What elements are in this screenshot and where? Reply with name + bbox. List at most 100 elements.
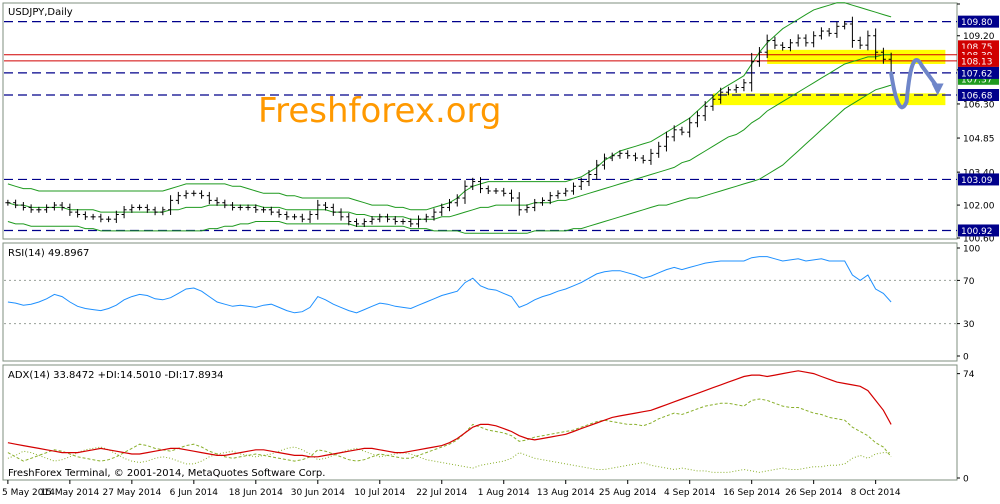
level-tag-109.80-bg xyxy=(958,15,999,28)
price-bar xyxy=(261,206,267,213)
price-bar xyxy=(20,202,26,211)
price-bar xyxy=(137,204,143,211)
di-plus-line xyxy=(7,398,892,462)
adx-line xyxy=(7,370,892,458)
price-bar xyxy=(454,194,460,207)
price-bar xyxy=(687,117,693,138)
price-bar xyxy=(268,206,274,216)
price-bar xyxy=(787,39,793,52)
price-panel-title: USDJPY,Daily xyxy=(8,7,73,18)
watermark: Freshforex.org xyxy=(258,91,502,131)
price-bar xyxy=(292,213,298,220)
level-tag-100.92-bg xyxy=(958,224,999,237)
level-tag-100.92: 100.92 xyxy=(961,227,993,237)
adx-panel[interactable]: ADX(14) 33.8472 +DI:14.5010 -DI:17.8934 … xyxy=(2,364,975,485)
date-tick-label: 25 Aug 2014 xyxy=(599,488,657,498)
rsi-tick-label: 0 xyxy=(963,353,969,363)
price-bar xyxy=(44,204,50,213)
price-bar xyxy=(640,154,646,164)
price-bar xyxy=(601,153,607,170)
price-bar xyxy=(632,152,638,162)
price-bar xyxy=(578,177,584,191)
price-bar xyxy=(493,188,499,194)
price-bar xyxy=(82,211,88,220)
price-bar xyxy=(36,206,42,213)
level-tag-107.62-bg xyxy=(958,66,999,79)
price-bar xyxy=(733,84,739,93)
price-bar xyxy=(865,30,871,51)
price-bar xyxy=(361,218,367,227)
forecast-arrowhead xyxy=(931,83,944,96)
price-bar xyxy=(880,47,886,64)
date-tick-label: 10 Jul 2014 xyxy=(354,488,405,498)
date-tick-label: 22 Jul 2014 xyxy=(416,488,467,498)
adx-series xyxy=(7,370,892,473)
price-bar xyxy=(121,206,127,219)
price-bar xyxy=(756,47,762,67)
price-bar xyxy=(811,31,817,48)
price-bar xyxy=(508,189,514,202)
rsi-panel[interactable]: RSI(14) 49.8967 100 70 30 0 xyxy=(2,242,980,363)
price-bar xyxy=(617,150,623,159)
copyright-footer: FreshForex Terminal, © 2001-2014, MetaQu… xyxy=(8,468,325,479)
price-bar xyxy=(547,191,553,205)
price-bar xyxy=(532,198,538,212)
extra-tag-108.75: 108.75 xyxy=(961,43,993,53)
price-bar xyxy=(400,218,406,225)
price-bar xyxy=(214,197,220,206)
date-tick-label: 16 Sep 2014 xyxy=(723,488,780,498)
level-tag-107.62: 107.62 xyxy=(961,69,993,79)
rsi-y-axis: 100 70 30 0 xyxy=(957,245,980,363)
bollinger-lower xyxy=(7,84,892,234)
date-tick-label: 27 May 2014 xyxy=(102,488,161,498)
price-bar xyxy=(516,192,522,216)
price-bar xyxy=(113,210,119,223)
price-level-tags: 108.75107.37108.39108.13109.80107.62106.… xyxy=(958,15,999,237)
forecast-arrow xyxy=(889,58,944,110)
rsi-guides xyxy=(4,279,957,325)
price-bar xyxy=(725,86,731,96)
rsi-tick-label: 70 xyxy=(963,277,975,287)
price-bar xyxy=(160,206,166,216)
price-bar xyxy=(191,190,197,197)
price-bar xyxy=(462,180,468,204)
adx-panel-title: ADX(14) 33.8472 +DI:14.5010 -DI:17.8934 xyxy=(8,370,224,381)
price-bar xyxy=(663,131,669,152)
price-bar xyxy=(501,187,507,197)
price-bar xyxy=(625,150,631,159)
price-bar xyxy=(772,36,778,49)
price-bar xyxy=(718,87,724,104)
adx-y-axis: 74 0 xyxy=(957,370,975,485)
price-bar xyxy=(51,202,57,211)
level-tag-109.80: 109.80 xyxy=(961,18,993,28)
price-panel[interactable]: USDJPY,Daily Freshforex.org 109.20107.75… xyxy=(2,2,999,245)
price-bar xyxy=(594,159,600,180)
price-bar xyxy=(13,199,19,209)
price-bar xyxy=(795,34,801,47)
forecast-curve xyxy=(889,58,940,110)
price-bar xyxy=(67,203,73,216)
price-bar xyxy=(175,191,181,205)
price-bar xyxy=(299,213,305,223)
price-bar xyxy=(206,191,212,205)
price-bar xyxy=(183,190,189,199)
rsi-tick-label: 100 xyxy=(963,245,980,255)
price-bar xyxy=(230,202,236,211)
price-bar xyxy=(152,206,158,216)
price-bar xyxy=(315,199,321,220)
price-bar xyxy=(803,34,809,47)
price-bar xyxy=(98,213,104,223)
date-tick-label: 4 Sep 2014 xyxy=(664,488,716,498)
price-bar xyxy=(842,20,848,30)
price-bar xyxy=(485,185,491,195)
price-bar xyxy=(354,218,360,227)
price-bar xyxy=(710,94,716,111)
price-bar xyxy=(144,204,150,213)
date-tick-label: 13 Aug 2014 xyxy=(537,488,595,498)
price-bar xyxy=(741,79,747,92)
price-bar xyxy=(478,177,483,194)
price-bar xyxy=(385,213,391,223)
price-bar xyxy=(826,27,832,37)
